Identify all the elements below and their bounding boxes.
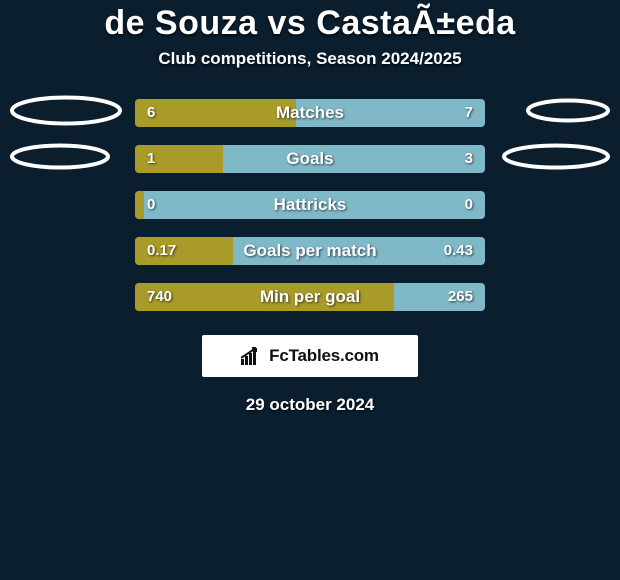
comparison-card: de Souza vs CastaÃ±eda Club competitions… — [0, 0, 620, 580]
stat-value-right: 0.43 — [444, 237, 473, 265]
stat-bar-track: 0.170.43Goals per match — [135, 237, 485, 265]
decorative-ellipse-icon — [8, 142, 112, 177]
brand-box[interactable]: FcTables.com — [202, 335, 418, 377]
stat-value-left: 1 — [147, 145, 155, 173]
stat-value-right: 7 — [465, 99, 473, 127]
stat-row: 740265Min per goal — [0, 283, 620, 311]
brand-text: FcTables.com — [269, 346, 379, 366]
stat-label: Hattricks — [135, 191, 485, 219]
decorative-ellipse-icon — [8, 94, 124, 133]
stat-row: 13Goals — [0, 145, 620, 173]
stat-bar-fill — [135, 99, 296, 127]
stat-bar-fill — [135, 283, 394, 311]
stat-rows: 67Matches13Goals00Hattricks0.170.43Goals… — [0, 99, 620, 311]
stat-row: 0.170.43Goals per match — [0, 237, 620, 265]
stat-bar-track: 13Goals — [135, 145, 485, 173]
stat-row: 67Matches — [0, 99, 620, 127]
stat-row: 0 0Hattricks — [0, 191, 620, 219]
decorative-ellipse-icon — [524, 97, 612, 130]
stat-bar-track: 67Matches — [135, 99, 485, 127]
stat-value-left: 740 — [147, 283, 172, 311]
stat-value-left: 0.17 — [147, 237, 176, 265]
stat-bar-fill — [135, 191, 144, 219]
stat-value-right: 265 — [448, 283, 473, 311]
stat-value-left: 0 — [147, 191, 155, 219]
stat-value-right: 3 — [465, 145, 473, 173]
stat-value-left: 6 — [147, 99, 155, 127]
bars-growing-icon — [241, 347, 263, 365]
decorative-ellipse-icon — [500, 142, 612, 177]
stat-value-right: 0 — [465, 191, 473, 219]
stat-bar-track: 0 0Hattricks — [135, 191, 485, 219]
snapshot-date: 29 october 2024 — [0, 395, 620, 415]
page-title: de Souza vs CastaÃ±eda — [0, 4, 620, 43]
stat-bar-track: 740265Min per goal — [135, 283, 485, 311]
page-subtitle: Club competitions, Season 2024/2025 — [0, 49, 620, 69]
